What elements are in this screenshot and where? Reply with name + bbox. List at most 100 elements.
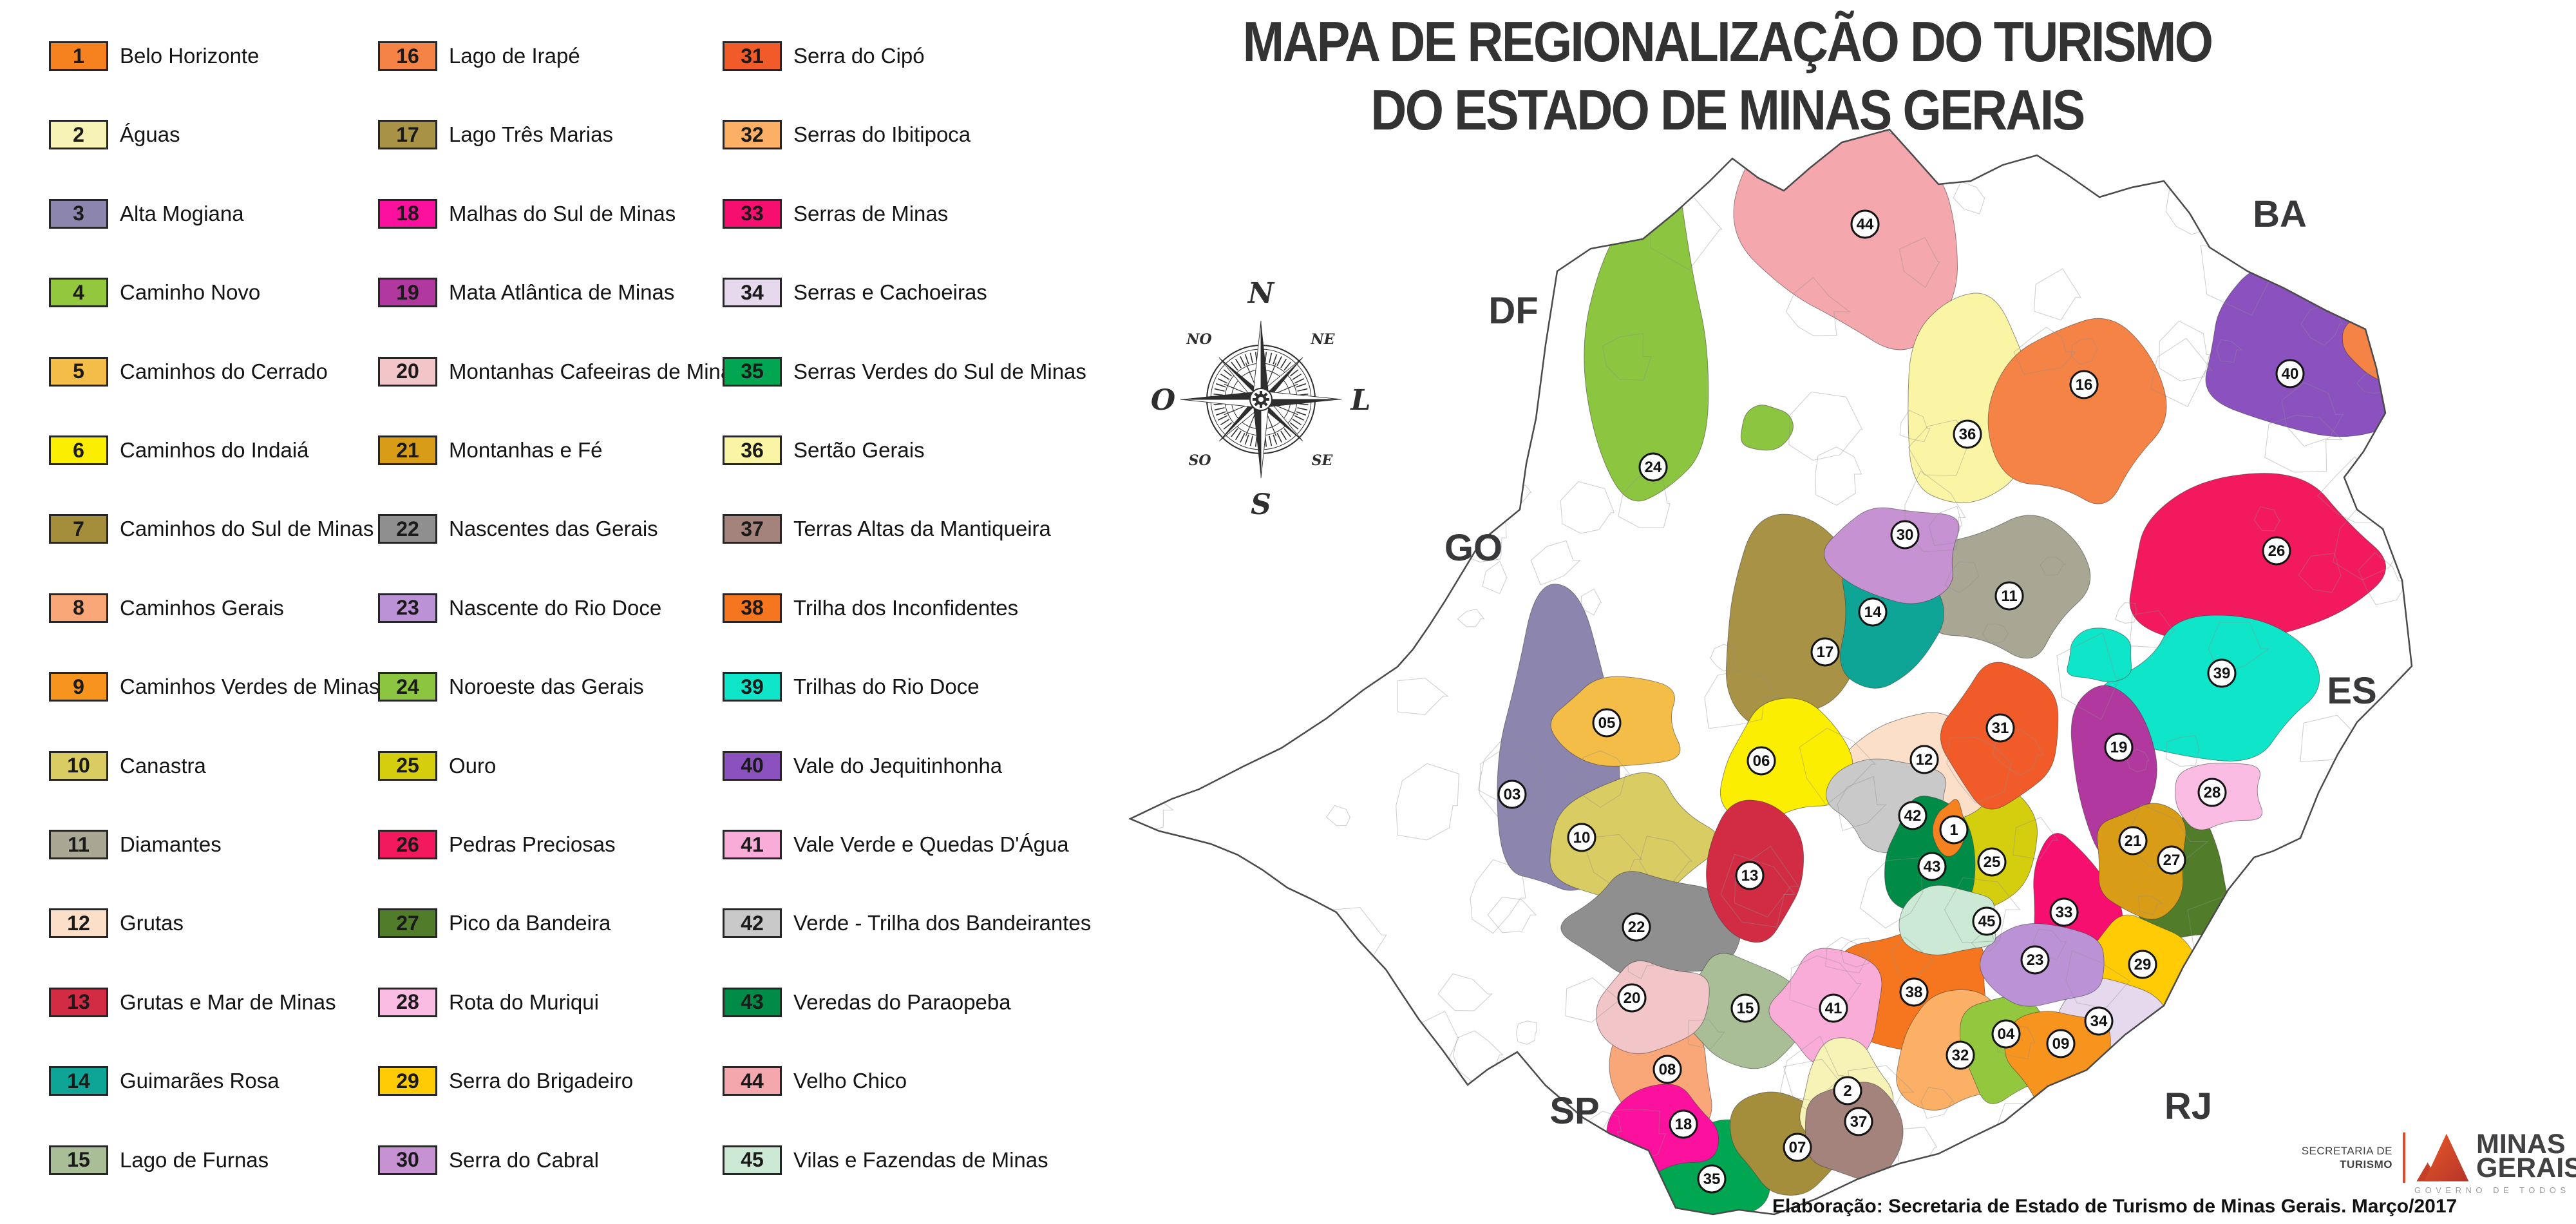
legend-item-number: 28 [396, 990, 419, 1014]
legend-item-label: Velho Chico [793, 1069, 907, 1093]
municipality-boundary [1920, 1087, 1955, 1119]
legend-item-number: 31 [741, 44, 764, 68]
region-badge-number: 33 [2056, 904, 2073, 921]
legend-item-label: Vale do Jequitinhonha [793, 753, 1003, 778]
region-badge-circle [1953, 419, 1982, 449]
municipality-boundary [1179, 941, 1213, 973]
region-badge-36: 36 [1953, 419, 1982, 449]
legend-item-number: 8 [73, 596, 84, 620]
legend-item-number: 43 [741, 990, 764, 1014]
legend-item-label: Veredas do Paraopeba [793, 990, 1011, 1014]
legend-color-swatch: 43 [723, 987, 782, 1017]
compass-point-n-light [1252, 320, 1262, 400]
legend-item-16: 16 Lago de Irapé [378, 41, 580, 71]
region-shape-45 [1899, 885, 1996, 955]
region-badge-circle [1638, 452, 1668, 482]
compass-tick [1273, 434, 1278, 445]
region-badge-number: 21 [2125, 832, 2142, 850]
state-label-df: DF [1488, 290, 1538, 332]
municipality-boundary [2040, 557, 2067, 576]
legend-color-swatch: 40 [723, 751, 782, 781]
legend-color-swatch: 2 [49, 120, 108, 150]
legend-item-number: 17 [396, 122, 419, 146]
municipality-boundary [1323, 1054, 1343, 1084]
municipality-boundary [1424, 178, 1504, 254]
region-badge-circle [2157, 845, 2186, 875]
compass-point-w-dark [1180, 391, 1261, 399]
municipality-boundary [1779, 1035, 1844, 1102]
legend-item-number: 13 [67, 990, 90, 1014]
municipality-boundary [1720, 854, 1796, 928]
compass-label-so: SO [1188, 452, 1211, 469]
region-badge-circle [1783, 1133, 1812, 1162]
legend-item-label: Verde - Trilha dos Bandeirantes [793, 911, 1092, 935]
legend-item-34: 34 Serras e Cachoeiras [723, 278, 987, 308]
legend-item-number: 41 [741, 832, 764, 856]
region-badge-number: 11 [2001, 588, 2017, 605]
region-badge-circle [1917, 852, 1947, 881]
legend-item-number: 12 [67, 911, 90, 935]
legend-color-swatch: 33 [723, 198, 782, 229]
legend-item-number: 37 [741, 517, 764, 540]
legend-item-number: 4 [73, 280, 84, 304]
legend-item-number: 40 [741, 754, 764, 778]
region-badge-34: 34 [2084, 1006, 2114, 1036]
compass-tick [1294, 415, 1305, 421]
region-badge-circle [2046, 1029, 2076, 1058]
region-badge-number: 15 [1737, 1000, 1754, 1017]
legend-item-number: 23 [396, 596, 419, 620]
region-shapes [1497, 129, 2412, 1214]
legend-color-swatch: 7 [49, 514, 108, 544]
legend-color-swatch: 42 [723, 908, 782, 939]
municipality-boundary [2115, 602, 2137, 624]
region-badge-number: 26 [2268, 542, 2286, 560]
region-badge-number: 08 [1659, 1061, 1676, 1078]
compass-tick [1292, 373, 1302, 380]
region-badge-24: 24 [1638, 452, 1668, 482]
legend-color-swatch: 9 [49, 672, 108, 702]
logo-brand-text: MINAS GERAIS [2476, 1131, 2576, 1182]
legend-item-label: Caminhos Verdes de Minas [120, 674, 380, 699]
compass-tick [1273, 354, 1278, 365]
legend-color-swatch: 41 [723, 830, 782, 859]
legend-item-number: 32 [741, 122, 764, 146]
legend-item-37: 37 Terras Altas da Mantiqueira [723, 514, 1051, 544]
municipality-boundary [2327, 771, 2389, 832]
compass-point-e-light [1260, 390, 1342, 400]
region-shape-21 [2096, 803, 2186, 920]
region-badge-19: 19 [2104, 732, 2134, 762]
municipality-boundary [1186, 627, 1241, 691]
municipality-boundary [2320, 788, 2359, 822]
municipality-boundary [2138, 895, 2164, 915]
legend-item-29: 29 Serra do Brigadeiro [378, 1066, 633, 1096]
legend-item-38: 38 Trilha dos Inconfidentes [723, 593, 1018, 623]
region-badge-circle [1617, 983, 1647, 1013]
legend-item-label: Caminhos do Sul de Minas [120, 517, 374, 541]
region-badge-circle [1819, 993, 1848, 1023]
legend: 1 Belo Horizonte 2 Águas 3 Alta Mogiana 4 Camin… [0, 0, 1095, 1224]
legend-item-1: 1 Belo Horizonte [49, 41, 259, 71]
legend-item-label: Vilas e Fazendas de Minas [793, 1147, 1048, 1172]
legend-item-number: 6 [73, 438, 84, 462]
municipality-boundary [2222, 977, 2304, 1055]
municipality-boundary [1479, 748, 1547, 822]
legend-color-swatch: 29 [378, 1066, 437, 1096]
region-badge-number: 12 [1916, 751, 1933, 769]
municipality-boundary [1585, 207, 1620, 242]
legend-color-swatch: 21 [378, 435, 437, 465]
municipality-boundary [1799, 727, 1877, 806]
municipality-boundary [1618, 476, 1671, 528]
region-badge-number: 38 [1906, 984, 1923, 1001]
legend-item-number: 1 [73, 44, 84, 68]
region-badges: 1203040506070809101112131415161718192021… [1497, 209, 2305, 1194]
municipality-boundary [1390, 374, 1436, 426]
legend-item-label: Caminho Novo [120, 280, 261, 305]
region-badge-number: 22 [1628, 919, 1645, 936]
region-badge-13: 13 [1735, 861, 1765, 890]
legend-color-swatch: 27 [378, 908, 437, 939]
region-badge-circle [1622, 912, 1651, 942]
region-badge-number: 03 [1504, 786, 1521, 803]
region-badge-number: 19 [2110, 739, 2128, 756]
